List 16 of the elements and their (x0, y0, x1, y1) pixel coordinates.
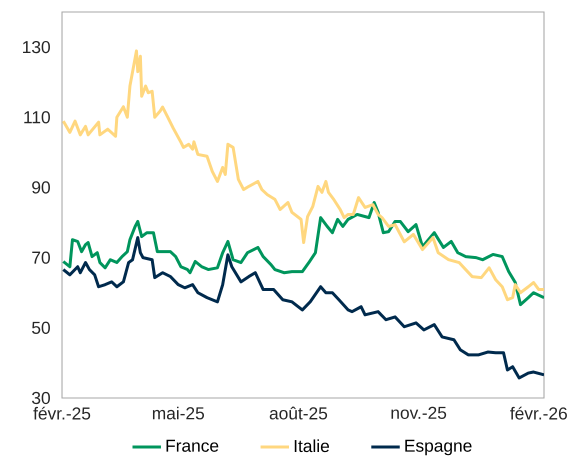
y-tick-label: 70 (32, 251, 50, 264)
legend-label: Italie (294, 439, 330, 452)
line-series (62, 49, 544, 302)
x-tick-label: nov.-25 (391, 406, 446, 419)
legend-label: France (166, 440, 218, 452)
line-series (62, 236, 544, 380)
y-tick-label: 90 (32, 181, 50, 194)
y-tick-label: 50 (32, 322, 50, 334)
x-tick-label: mai-25 (152, 406, 204, 420)
y-tick-label: 130 (23, 40, 50, 54)
x-tick-label: août-25 (270, 406, 328, 420)
legend-label: Espagne (405, 440, 472, 456)
x-tick-label: févr.-26 (510, 406, 567, 420)
y-tick-label: 110 (24, 111, 50, 124)
x-tick-label: févr.-25 (33, 406, 90, 420)
y-tick-label: 30 (32, 392, 50, 404)
